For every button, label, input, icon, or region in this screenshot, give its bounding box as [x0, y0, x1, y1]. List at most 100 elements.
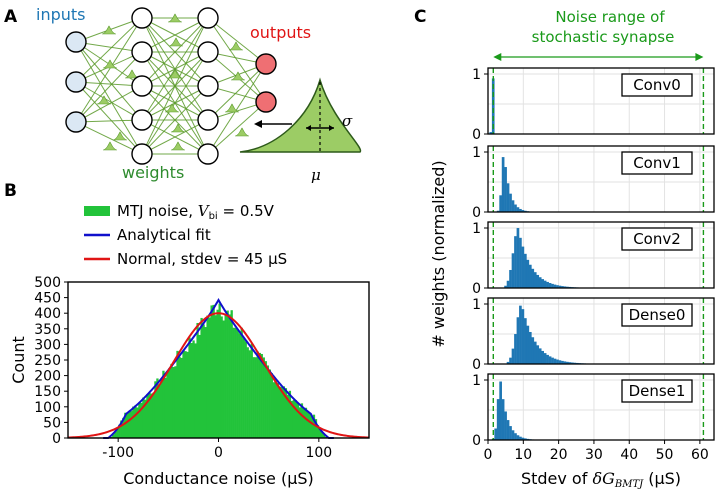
subplot-name: Dense0 [629, 306, 686, 324]
subplot-name: Conv2 [633, 230, 681, 248]
x-tick-label: 0 [484, 447, 493, 463]
histogram-bar [304, 407, 308, 438]
subplot-frame [487, 221, 715, 289]
histogram-bar [288, 390, 292, 438]
stdev-histogram-bar [548, 356, 552, 364]
y-tick-label: 0 [472, 281, 481, 297]
network-edge [75, 41, 143, 155]
stdev-histogram-bar [521, 246, 525, 288]
x-tick-label: 40 [620, 447, 638, 463]
network-edge [141, 17, 209, 53]
stdev-histogram-bar [511, 348, 515, 364]
input-node [65, 71, 87, 93]
histogram-bar [240, 327, 243, 438]
subplot-name: Conv0 [633, 76, 681, 94]
network-edge [75, 121, 143, 155]
network-edge [141, 17, 209, 155]
subplot-frame [487, 67, 715, 135]
y-tick-label: 400 [34, 306, 61, 322]
histogram-bar [128, 411, 131, 438]
stdev-histogram-bar [524, 438, 527, 440]
stdev-histogram-bar [511, 253, 515, 288]
histogram-bar [256, 351, 259, 438]
stdev-histogram-bar [519, 208, 522, 212]
histogram-bar [162, 370, 165, 438]
histogram-bar [280, 387, 284, 438]
network-edge [141, 119, 209, 155]
network-edge [141, 17, 209, 121]
histogram-bar [144, 399, 147, 438]
y-tick-label: 1 [472, 373, 481, 389]
histogram-bar [124, 412, 127, 438]
histogram-bar [316, 425, 320, 438]
histogram-bar [222, 320, 225, 438]
stdev-histogram-bar [506, 361, 510, 364]
histogram-bar [164, 377, 167, 438]
histogram-bar [238, 333, 241, 438]
hidden-node [131, 41, 153, 63]
stdev-histogram-bar [506, 183, 510, 212]
stdev-histogram-bar [543, 353, 547, 364]
stdev-histogram-bar [504, 167, 507, 212]
histogram-bar [194, 343, 197, 438]
normal-fit-line [67, 312, 370, 439]
y-tick-label: 500 [34, 275, 61, 291]
histogram-bar [152, 392, 155, 438]
weight-distribution-icon [228, 41, 244, 51]
stdev-histogram-bar [538, 348, 542, 364]
stdev-histogram-bar [558, 285, 562, 288]
histogram-bar [318, 429, 322, 438]
stdev-histogram-bar [521, 210, 525, 212]
histogram-bar [308, 413, 312, 438]
histogram-bar [248, 350, 251, 438]
stdev-histogram-bar [514, 334, 517, 364]
weight-distribution-icon [170, 141, 186, 151]
weight-distribution-icon [234, 127, 250, 137]
network-edge [75, 81, 143, 121]
weight-distribution-icon [168, 37, 184, 47]
network-edge [75, 81, 143, 155]
histogram-bar [246, 347, 249, 438]
histogram-bar [120, 420, 123, 438]
histogram-bar [270, 373, 273, 438]
hidden-node [197, 41, 219, 63]
histogram-bar [224, 314, 227, 438]
network-edge [141, 51, 209, 155]
network-edge [75, 41, 143, 53]
stdev-histogram-bar [494, 428, 498, 440]
histogram-bar [320, 431, 324, 438]
y-tick-label: 0 [472, 357, 481, 373]
stdev-histogram-bar [526, 325, 530, 364]
histogram-bar [300, 403, 304, 438]
legend-label-normal: Normal, stdev = 45 µS [117, 250, 287, 268]
output-node [255, 53, 277, 75]
histogram-bar [156, 378, 159, 438]
x-axis-label: Stdev of δGBMTJ (µS) [521, 469, 681, 490]
histogram-bar [212, 304, 215, 438]
histogram-bar [250, 343, 253, 438]
y-tick-label: 200 [34, 369, 61, 385]
histogram-bar [228, 314, 231, 438]
network-diagram [65, 7, 362, 165]
stdev-histogram-bar [524, 318, 527, 364]
x-tick-label: 10 [514, 447, 532, 463]
weight-distribution-curve [239, 77, 362, 153]
histogram-bar [296, 403, 300, 438]
y-tick-label: 1 [472, 297, 481, 313]
network-edge [207, 63, 267, 121]
histogram-bar [292, 399, 296, 438]
histogram-bar [142, 397, 145, 438]
hidden-node [197, 75, 219, 97]
stdev-histogram-bar [499, 195, 502, 212]
sample-arrowhead [254, 120, 262, 128]
weight-distribution-icon [164, 103, 180, 113]
histogram-bar [168, 368, 171, 438]
x-tick-label: 30 [585, 447, 603, 463]
stdev-histogram-bar [541, 279, 544, 288]
stdev-histogram-bar [533, 272, 537, 288]
mu-symbol: μ [311, 166, 321, 184]
histogram-bar [178, 356, 181, 438]
histogram-bar [264, 361, 267, 438]
histogram-bar [284, 388, 288, 438]
